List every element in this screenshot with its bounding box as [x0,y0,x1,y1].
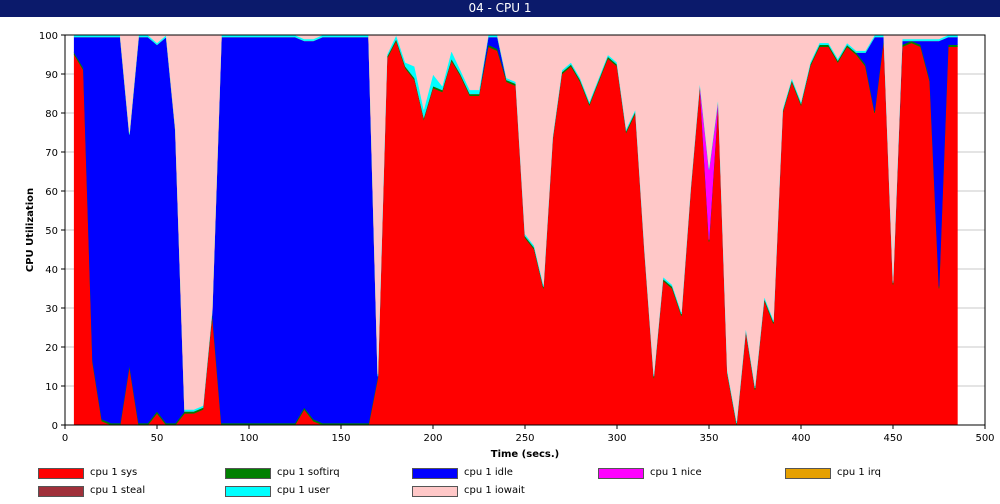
legend-label: cpu 1 irq [837,467,881,478]
y-tick-label: 40 [45,265,58,276]
cpu-utilization-chart: 0 10 20 30 40 50 60 70 80 90 100 0 50 100 150 200 250 300… [25,31,995,460]
x-tick-label: 100 [239,433,258,444]
y-tick-label: 70 [45,148,58,159]
legend-swatch [38,468,84,479]
legend-label: cpu 1 softirq [277,467,340,478]
x-tick-label: 0 [62,433,68,444]
legend-label: cpu 1 idle [464,467,513,478]
y-tick-label: 90 [45,70,58,81]
legend-swatch [225,468,271,479]
x-axis-label: Time (secs.) [491,449,560,460]
y-tick-label: 0 [52,421,58,432]
legend-label: cpu 1 iowait [464,485,525,496]
window-title: 04 - CPU 1 [0,0,1000,17]
y-tick-label: 50 [45,226,58,237]
y-tick-label: 10 [45,382,58,393]
legend-swatch [225,486,271,497]
legend-swatch [38,486,84,497]
x-tick-label: 400 [791,433,810,444]
x-tick-label: 150 [331,433,350,444]
x-tick-label: 200 [423,433,442,444]
y-tick-label: 30 [45,304,58,315]
legend-label: cpu 1 steal [90,485,146,496]
legend-label: cpu 1 sys [90,467,138,478]
legend-swatch [785,468,831,479]
x-tick-label: 250 [515,433,534,444]
chart-legend: cpu 1 sys cpu 1 softirq cpu 1 idle cpu 1 ni… [0,462,1000,504]
legend-label: cpu 1 nice [650,467,702,478]
legend-swatch [412,486,458,497]
y-tick-label: 80 [45,109,58,120]
x-tick-label: 450 [883,433,902,444]
y-tick-label: 100 [39,31,58,42]
x-tick-label: 300 [607,433,626,444]
legend-swatch [412,468,458,479]
y-axis-label: CPU Utilization [25,188,36,272]
x-tick-label: 500 [975,433,994,444]
legend-label: cpu 1 user [277,485,330,496]
y-tick-label: 60 [45,187,58,198]
legend-swatch [598,468,644,479]
y-tick-label: 20 [45,343,58,354]
x-tick-label: 350 [699,433,718,444]
x-tick-label: 50 [151,433,164,444]
